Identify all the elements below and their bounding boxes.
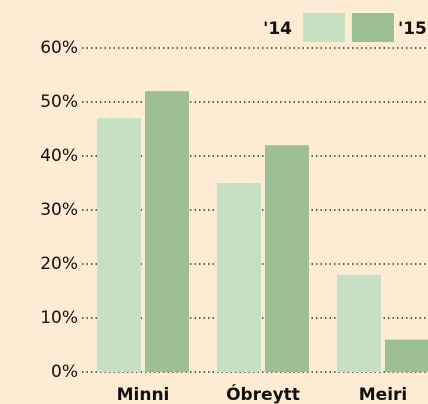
- x-tick-label: Meiri: [359, 385, 408, 404]
- bar: [217, 183, 261, 372]
- legend-label: '14: [263, 19, 292, 39]
- y-tick-label: 50%: [40, 92, 78, 112]
- y-tick-label: 60%: [40, 38, 78, 58]
- bar: [265, 145, 309, 372]
- bar: [337, 274, 381, 372]
- y-tick-label: 0%: [51, 362, 78, 382]
- bar: [385, 339, 428, 372]
- x-tick-label: Óbreytt: [226, 383, 300, 404]
- y-tick-label: 20%: [40, 254, 78, 274]
- bar: [97, 118, 141, 372]
- y-tick-label: 30%: [40, 200, 78, 220]
- y-tick-label: 10%: [40, 308, 78, 328]
- x-tick-label: Minni: [117, 385, 170, 404]
- bar: [145, 91, 189, 372]
- legend-swatch: [352, 13, 394, 42]
- legend-label: '15: [398, 19, 427, 39]
- legend-swatch: [303, 13, 345, 42]
- y-tick-label: 40%: [40, 146, 78, 166]
